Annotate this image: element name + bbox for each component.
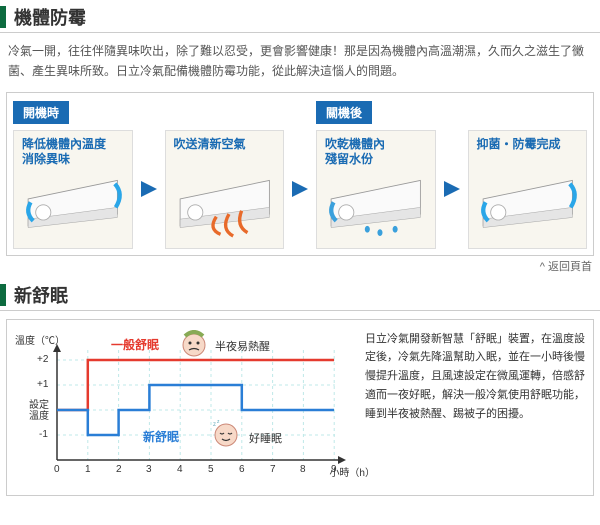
arrow-icon [288, 130, 312, 249]
step-4-caption: 抑菌・防霉完成 [473, 137, 583, 169]
xtick: 6 [239, 464, 245, 475]
steps-row: 降低機體內溫度 消除異味 吹送清新空氣 [13, 130, 587, 249]
section-title-mold: 機體防霉 [0, 4, 600, 33]
sleep-face-icon: zz [211, 420, 241, 450]
step-4: 抑菌・防霉完成 [468, 130, 588, 249]
arrow-icon [440, 130, 464, 249]
title-text: 機體防霉 [14, 4, 86, 30]
title-text: 新舒眠 [14, 282, 68, 308]
xtick: 2 [116, 464, 122, 475]
legend-red: 一般舒眠 [111, 336, 159, 353]
xtick: 8 [300, 464, 306, 475]
svg-text:z: z [217, 420, 220, 425]
legend-red-note: 半夜易熱醒 [215, 338, 270, 354]
xtick: 1 [85, 464, 91, 475]
xtick: 5 [208, 464, 214, 475]
ytick-plus1: +1 [37, 379, 48, 390]
back-to-top-link[interactable]: ^ 返回頁首 [0, 258, 592, 274]
badge-on: 開機時 [13, 101, 69, 124]
ac-unit-icon-2 [170, 169, 280, 239]
ytick-plus2: +2 [37, 354, 48, 365]
sleep-description: 日立冷氣開發新智慧「舒眠」裝置，在溫度設定後，冷氣先降溫幫助入眠，並在一小時後慢… [365, 330, 585, 485]
xtick: 0 [54, 464, 60, 475]
intro-text: 冷氣一開，往往伴隨異味吹出，除了難以忍受，更會影響健康！那是因為機體內高溫潮濕，… [8, 41, 592, 82]
y-axis-title: 溫度（℃） [15, 332, 65, 347]
step-3-caption: 吹乾機體內 殘留水份 [321, 137, 431, 169]
xtick: 7 [270, 464, 276, 475]
step-2-caption: 吹送清新空氣 [170, 137, 280, 169]
ac-unit-icon-3 [321, 169, 431, 239]
ytick-minus1: -1 [39, 429, 48, 440]
title-bar-icon [0, 6, 6, 28]
step-1-caption: 降低機體內溫度 消除異味 [18, 137, 128, 169]
xtick: 4 [177, 464, 183, 475]
legend-blue-note: 好睡眠 [249, 430, 282, 446]
awake-face-icon [179, 330, 209, 360]
arrow-icon [137, 130, 161, 249]
ac-unit-icon-4 [473, 169, 583, 239]
step-2: 吹送清新空氣 [165, 130, 285, 249]
xtick: 3 [146, 464, 152, 475]
step-3: 吹乾機體內 殘留水份 [316, 130, 436, 249]
badge-off: 關機後 [316, 101, 372, 124]
svg-text:z: z [213, 422, 216, 428]
step-1: 降低機體內溫度 消除異味 [13, 130, 133, 249]
legend-blue: 新舒眠 [143, 428, 179, 445]
sleep-box: 溫度（℃） +2 +1 設定溫度 -1 0 1 2 3 4 5 6 7 8 9 … [6, 319, 594, 496]
title-bar-icon [0, 284, 6, 306]
ytick-set: 設定溫度 [29, 400, 49, 422]
sleep-chart: 溫度（℃） +2 +1 設定溫度 -1 0 1 2 3 4 5 6 7 8 9 … [15, 330, 355, 485]
section-title-sleep: 新舒眠 [0, 282, 600, 311]
mold-steps-box: 開機時 關機後 降低機體內溫度 消除異味 [6, 92, 594, 256]
x-axis-title: 小時（h） [315, 464, 375, 479]
ac-unit-icon-1 [18, 169, 128, 239]
